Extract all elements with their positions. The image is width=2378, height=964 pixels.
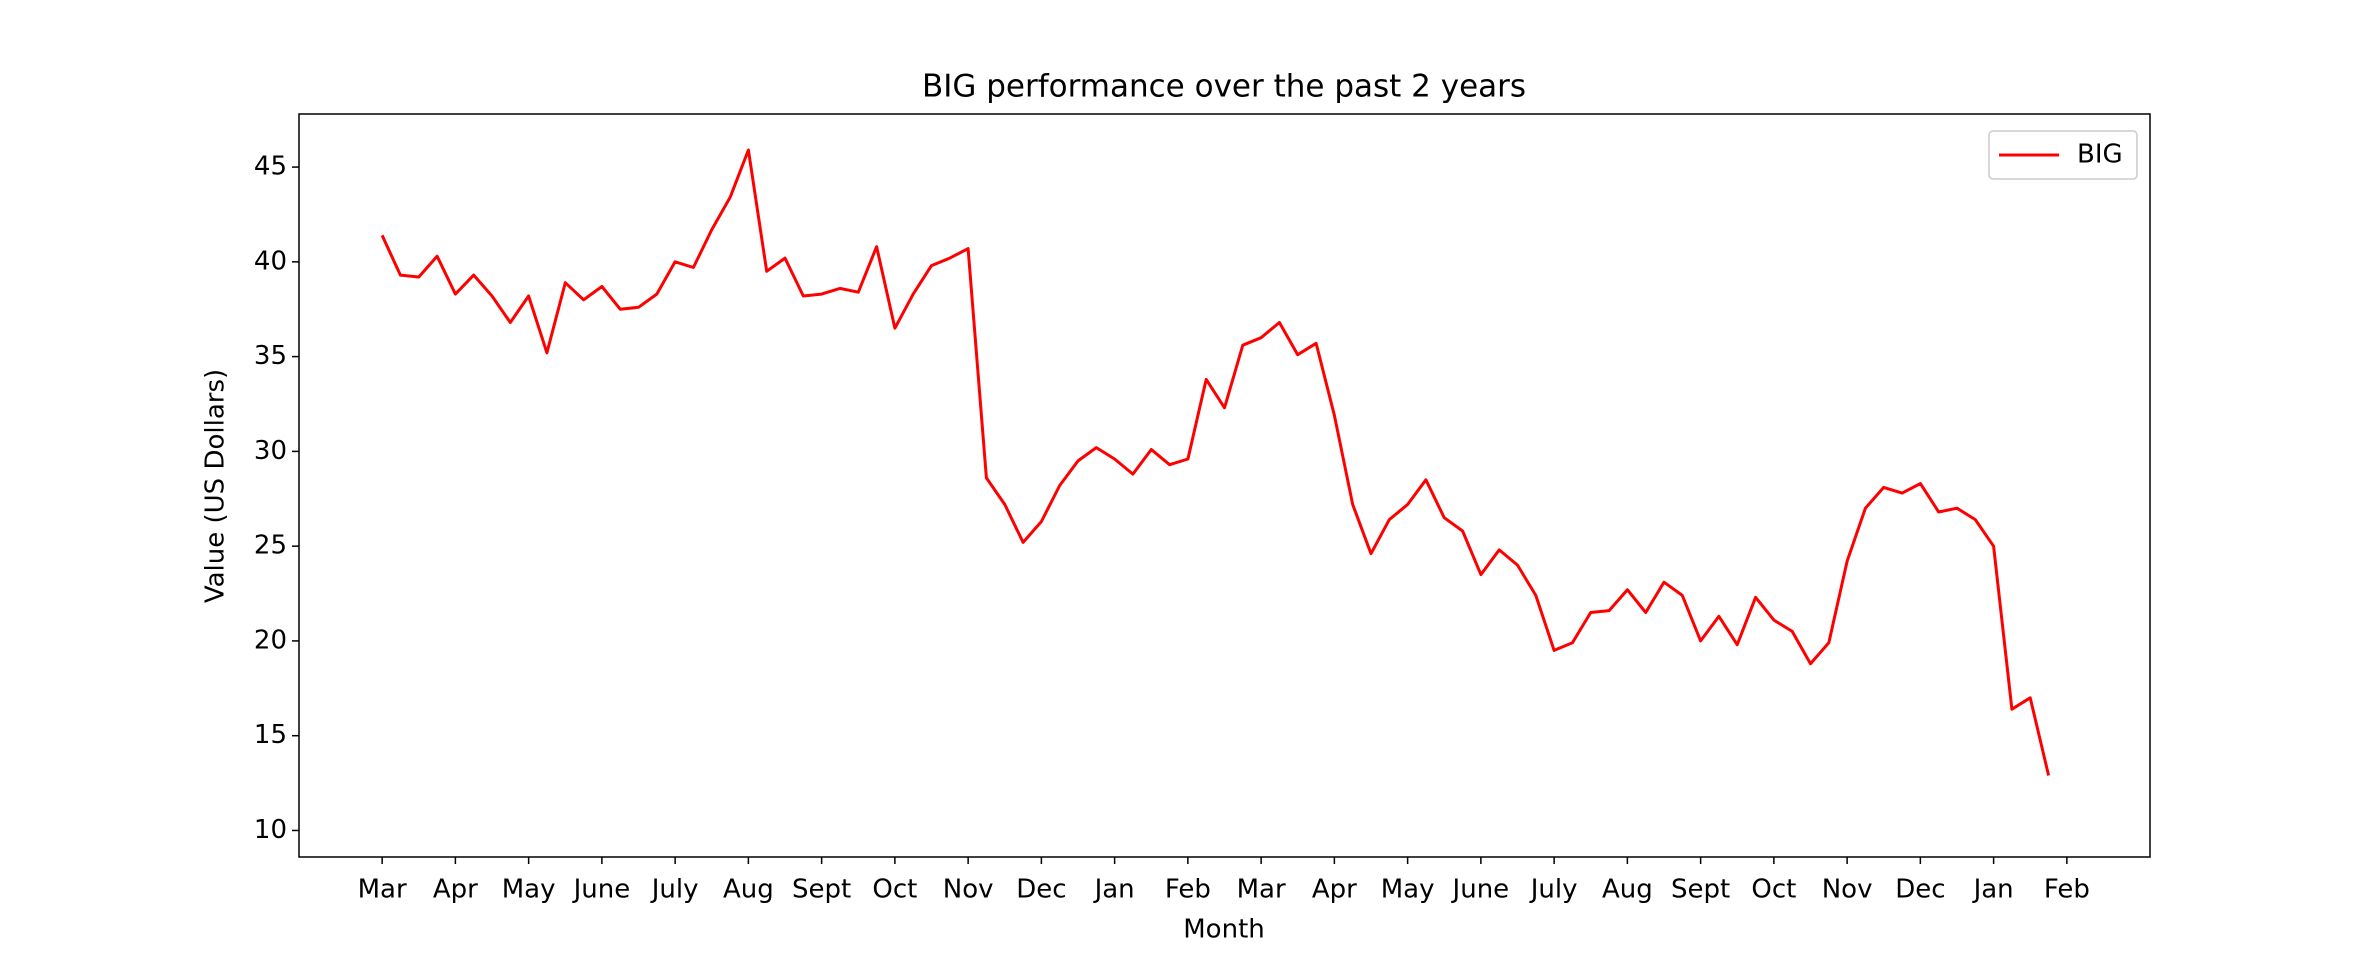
legend-label: BIG	[2077, 140, 2123, 170]
x-tick-label: Jan	[1093, 875, 1135, 905]
x-axis-label: Month	[1183, 915, 1265, 945]
x-tick-label: June	[1451, 875, 1510, 905]
x-tick-label: Feb	[2044, 875, 2090, 905]
y-tick-label: 30	[254, 436, 287, 466]
x-tick-label: Mar	[1237, 875, 1286, 905]
x-tick-label: Jan	[1972, 875, 2014, 905]
x-tick-label: Dec	[1895, 875, 1945, 905]
x-tick-label: Aug	[1602, 875, 1653, 905]
x-tick-label: Apr	[433, 875, 478, 905]
x-tick-label: May	[502, 875, 556, 905]
chart-title: BIG performance over the past 2 years	[922, 69, 1526, 105]
x-tick-label: Mar	[358, 875, 407, 905]
y-tick-label: 35	[254, 341, 287, 371]
x-tick-label: Feb	[1165, 875, 1211, 905]
x-tick-label: June	[572, 875, 631, 905]
x-tick-label: May	[1381, 875, 1435, 905]
x-tick-label: Oct	[1751, 875, 1796, 905]
y-axis-label: Value (US Dollars)	[201, 369, 231, 603]
y-tick-label: 20	[254, 625, 287, 655]
y-tick-label: 40	[254, 246, 287, 276]
data-line	[380, 148, 2051, 776]
y-tick-label: 25	[254, 531, 287, 561]
y-tick-label: 10	[254, 815, 287, 845]
x-tick-label: July	[1529, 875, 1578, 905]
x-tick-label: Sept	[792, 875, 851, 905]
x-tick-label: Dec	[1016, 875, 1066, 905]
y-tick-label: 45	[254, 152, 287, 182]
legend-box	[1988, 130, 2138, 180]
x-tick-label: Nov	[943, 875, 994, 905]
x-tick-label: Oct	[872, 875, 917, 905]
x-tick-label: Sept	[1671, 875, 1730, 905]
x-tick-label: Apr	[1312, 875, 1357, 905]
x-tick-label: July	[650, 875, 699, 905]
plot-frame	[298, 113, 2151, 858]
x-tick-label: Aug	[723, 875, 774, 905]
y-tick-label: 15	[254, 720, 287, 750]
x-tick-label: Nov	[1822, 875, 1873, 905]
